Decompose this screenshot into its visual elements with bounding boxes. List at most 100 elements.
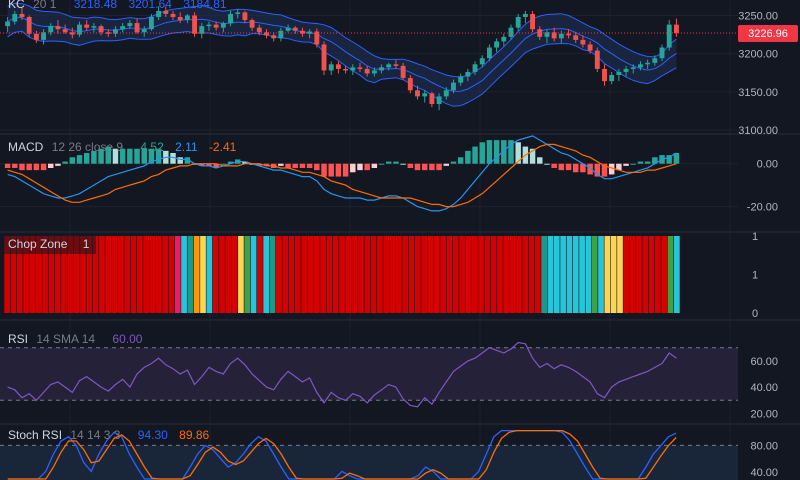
candle[interactable] [479,55,485,68]
candle[interactable] [422,90,428,103]
rsi-pane[interactable]: 60.00 40.00 20.00 [0,341,778,421]
candle[interactable] [41,29,46,45]
candle[interactable] [630,64,636,74]
candle[interactable] [314,28,320,48]
price-pane[interactable]: 3250.00 3200.00 3150.00 3100.00 [0,2,778,137]
candle[interactable] [659,44,665,62]
candle[interactable] [148,13,154,31]
candle[interactable] [177,12,183,24]
candle[interactable] [623,65,629,77]
candle[interactable] [127,20,133,30]
candle[interactable] [278,27,284,42]
candle[interactable] [199,23,205,39]
candle[interactable] [429,91,435,108]
candle[interactable] [271,32,277,42]
candle[interactable] [357,62,363,72]
kc-legend[interactable]: KC 20 1 3218.48 3201.64 3184.81 [8,0,227,11]
candle[interactable] [91,23,97,33]
macd-legend[interactable]: MACD 12 26 close 9 4.52 2.11 -2.41 [8,140,237,154]
candle[interactable] [551,27,557,42]
candle[interactable] [77,21,82,37]
candle[interactable] [594,47,600,72]
candle[interactable] [638,61,643,71]
candle[interactable] [522,10,528,24]
candle[interactable] [285,24,291,33]
candle[interactable] [19,7,25,21]
candle[interactable] [393,59,399,69]
candle[interactable] [292,26,298,34]
candle[interactable] [343,65,349,74]
candle[interactable] [84,20,90,31]
candle[interactable] [407,75,413,94]
candle[interactable] [508,24,514,40]
candle[interactable] [573,32,579,43]
candle[interactable] [530,10,536,33]
rsi-legend[interactable]: RSI 14 SMA 14 60.00 [8,332,143,346]
stoch-rsi-pane[interactable]: 80.00 40.00 [0,429,778,480]
candle[interactable] [451,79,456,94]
candle[interactable] [609,71,615,85]
candle[interactable] [580,35,586,48]
candle[interactable] [465,68,471,82]
candle[interactable] [235,9,241,19]
candle[interactable] [5,16,11,33]
candle[interactable] [616,68,622,82]
candle[interactable] [55,20,61,34]
candle[interactable] [666,20,672,51]
stoch-legend[interactable]: Stoch RSI 14 14 3 3 94.30 89.86 [8,428,209,442]
candle[interactable] [98,24,104,36]
candle[interactable] [537,26,543,40]
candle[interactable] [494,38,500,53]
candles[interactable] [5,6,679,111]
candle[interactable] [242,10,248,24]
candle[interactable] [206,21,212,31]
candle[interactable] [436,93,442,111]
candle[interactable] [192,12,198,37]
candle[interactable] [645,59,651,69]
candle[interactable] [335,61,341,74]
candle[interactable] [379,64,384,74]
candle[interactable] [62,24,68,34]
candle[interactable] [544,29,550,43]
candle[interactable] [256,24,262,36]
candle[interactable] [141,26,147,37]
candle[interactable] [501,33,507,46]
candle[interactable] [400,62,406,80]
candle[interactable] [652,55,658,66]
candle[interactable] [213,21,219,31]
candle[interactable] [26,15,32,37]
candle[interactable] [170,10,176,21]
candle[interactable] [587,41,593,54]
candle[interactable] [350,64,356,76]
candle[interactable] [163,6,169,17]
candle[interactable] [48,23,54,36]
candle[interactable] [472,61,478,76]
candle[interactable] [364,65,370,77]
candle[interactable] [458,73,464,86]
candle[interactable] [443,87,449,100]
candle[interactable] [673,18,679,37]
candle[interactable] [515,13,521,31]
candle[interactable] [156,6,162,21]
candle[interactable] [228,10,233,27]
candle[interactable] [113,26,118,37]
candle[interactable] [249,18,255,31]
candle[interactable] [300,27,305,37]
candle[interactable] [566,29,571,39]
candle[interactable] [12,10,18,25]
candle[interactable] [415,85,420,100]
candle[interactable] [134,18,140,34]
candle[interactable] [120,23,126,33]
chop-zone-pane[interactable]: 1 1 0 [4,231,758,320]
candle[interactable] [264,29,269,39]
candle[interactable] [371,67,377,77]
chop-legend[interactable]: Chop Zone 1 [8,237,90,251]
candle[interactable] [321,41,327,76]
candle[interactable] [386,62,392,71]
macd-pane[interactable]: 0.00 -20.00 [4,135,778,214]
candle[interactable] [602,64,607,86]
candle[interactable] [328,61,334,76]
candle[interactable] [220,21,226,33]
candle[interactable] [184,13,190,24]
